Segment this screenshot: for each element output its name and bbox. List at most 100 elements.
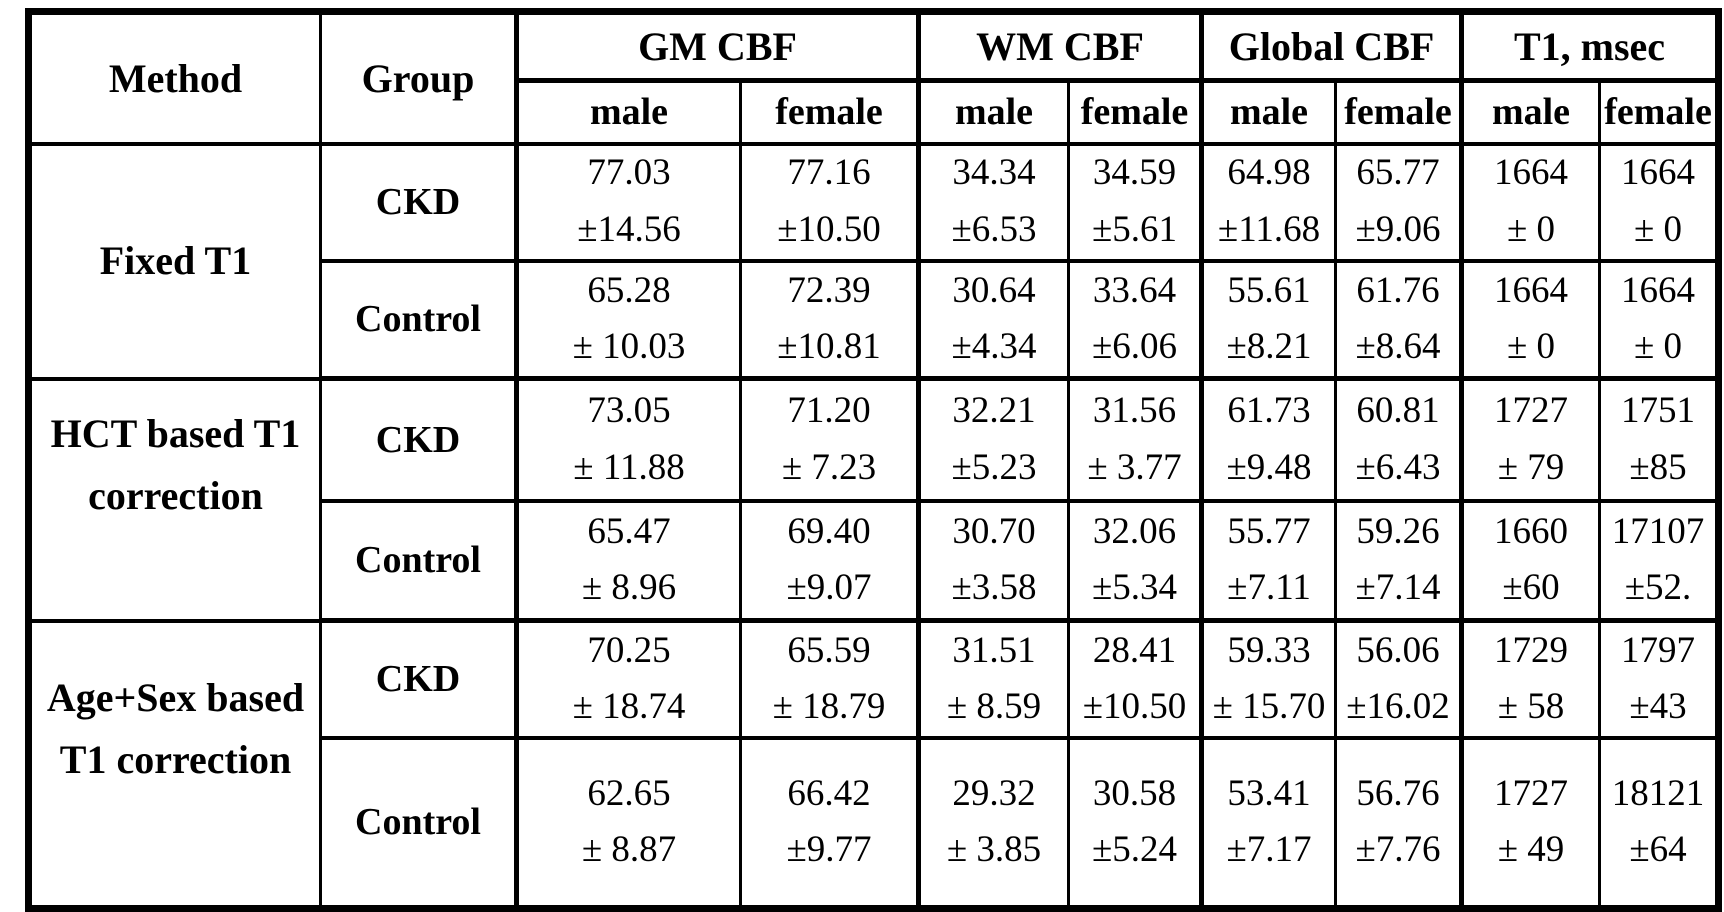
mean-value: 55.61 [1227, 269, 1311, 311]
data-cell: 1664 ± 0 [1460, 141, 1602, 263]
sd-value: ± 0 [1506, 326, 1556, 368]
sd-value: ±6.06 [1091, 326, 1178, 368]
mean-value: 77.16 [787, 152, 871, 194]
subheader-gm-male: male [515, 78, 742, 146]
data-cell: 17107 ±52. [1598, 498, 1721, 623]
mean-value: 77.03 [587, 152, 671, 194]
mean-value: 1660 [1494, 510, 1569, 552]
data-cell: 30.70 ±3.58 [917, 498, 1070, 623]
data-cell: 18121 ±64 [1598, 735, 1721, 911]
data-cell: 1664 ± 0 [1598, 258, 1721, 381]
mean-value: 1729 [1494, 629, 1569, 671]
mean-value: 1664 [1621, 269, 1696, 311]
sd-value: ±43 [1629, 686, 1687, 728]
sd-value: ± 18.79 [772, 686, 886, 728]
method-cell: Fixed T1 [27, 141, 322, 381]
header-wm-cbf: WM CBF [916, 9, 1205, 83]
subheader-gm-female: female [739, 78, 921, 146]
mean-value: 1797 [1621, 629, 1696, 671]
mean-value: 28.41 [1092, 629, 1177, 671]
sd-value: ±11.68 [1217, 209, 1321, 250]
data-cell: 59.26 ±7.14 [1334, 498, 1465, 623]
data-cell: 69.40 ±9.07 [739, 498, 921, 623]
mean-value: 32.06 [1092, 510, 1177, 552]
sd-value: ±9.07 [786, 567, 872, 609]
sd-value: ± 3.77 [1087, 446, 1182, 488]
header-gm-cbf: GM CBF [515, 9, 921, 83]
data-cell: 61.76 ±8.64 [1334, 258, 1465, 381]
sd-value: ± 10.03 [572, 326, 686, 368]
sd-value: ±4.34 [951, 326, 1037, 368]
method-cell: HCT based T1 correction [27, 376, 322, 623]
mean-value: 31.56 [1092, 390, 1177, 432]
sd-value: ±64 [1629, 829, 1687, 871]
header-global-cbf: Global CBF [1200, 9, 1465, 83]
mean-value: 69.40 [787, 510, 871, 552]
mean-value: 61.73 [1227, 390, 1311, 432]
mean-value: 29.32 [952, 772, 1036, 814]
sd-value: ±5.23 [951, 446, 1037, 488]
sd-value: ±8.64 [1355, 326, 1441, 368]
mean-value: 31.51 [952, 629, 1036, 671]
data-cell: 1664 ± 0 [1460, 258, 1602, 381]
mean-value: 72.39 [787, 269, 871, 311]
mean-value: 33.64 [1092, 269, 1177, 311]
data-cell: 30.64 ±4.34 [917, 258, 1070, 381]
sd-value: ± 8.87 [581, 829, 677, 871]
row-hct-ckd: HCT based T1 correction CKD 73.05 ± 11.88… [27, 376, 1721, 623]
data-cell: 65.77 ±9.06 [1334, 141, 1465, 263]
mean-value: 65.77 [1356, 152, 1440, 194]
group-cell: Control [319, 735, 519, 911]
data-cell: 28.41 ±10.50 [1066, 618, 1205, 740]
data-cell: 1660 ±60 [1460, 498, 1602, 623]
mean-value: 34.59 [1092, 152, 1177, 194]
sd-value: ±9.48 [1226, 446, 1312, 488]
sd-value: ± 79 [1497, 446, 1565, 488]
sd-value: ±9.77 [786, 829, 872, 871]
sd-value: ± 3.85 [946, 829, 1042, 871]
cbf-t1-results-table: Method Group GM CBF WM CBF Global CBF T1… [25, 8, 1723, 912]
data-cell: 71.20 ± 7.23 [739, 376, 921, 503]
header-method: Method [27, 9, 322, 146]
mean-value: 73.05 [587, 390, 671, 432]
data-cell: 55.77 ±7.11 [1200, 498, 1338, 623]
sd-value: ±7.11 [1227, 567, 1311, 609]
sd-value: ±16.02 [1346, 686, 1450, 728]
subheader-wm-female: female [1066, 78, 1205, 146]
row-fixed-t1-control: Control 65.28 ± 10.03 72.39 ±10.81 30.64 ±4… [29, 258, 1721, 381]
mean-value: 17107 [1611, 510, 1705, 552]
data-cell: 77.16 ±10.50 [739, 141, 921, 263]
sd-value: ± 0 [1633, 326, 1683, 368]
data-cell: 62.65 ± 8.87 [515, 735, 742, 911]
sd-value: ±6.53 [951, 209, 1037, 250]
sd-value: ± 15.70 [1212, 686, 1326, 728]
mean-value: 1664 [1494, 269, 1569, 311]
sd-value: ±5.34 [1091, 567, 1178, 609]
sd-value: ±60 [1502, 567, 1560, 609]
mean-value: 55.77 [1227, 510, 1311, 552]
data-cell: 53.41 ±7.17 [1200, 735, 1338, 911]
data-cell: 56.06 ±16.02 [1334, 618, 1465, 740]
sd-value: ±5.24 [1091, 829, 1178, 871]
data-cell: 33.64 ±6.06 [1066, 258, 1205, 381]
data-cell: 1729 ± 58 [1460, 618, 1602, 740]
method-cell: Age+Sex based T1 correction [27, 618, 322, 911]
mean-value: 59.26 [1356, 510, 1440, 552]
data-cell: 34.59 ±5.61 [1066, 141, 1205, 263]
data-cell: 34.34 ±6.53 [917, 141, 1070, 263]
data-cell: 1727 ± 49 [1460, 735, 1602, 911]
sd-value: ±5.61 [1091, 209, 1178, 250]
mean-value: 62.65 [587, 772, 671, 814]
subheader-wm-male: male [917, 78, 1070, 146]
data-cell: 59.33 ± 15.70 [1200, 618, 1338, 740]
sd-value: ± 11.88 [573, 446, 685, 488]
mean-value: 59.33 [1227, 629, 1311, 671]
header-group: Group [319, 9, 519, 146]
data-cell: 61.73 ±9.48 [1200, 376, 1338, 503]
data-cell: 31.51 ± 8.59 [917, 618, 1070, 740]
sd-value: ± 0 [1633, 209, 1683, 250]
sd-value: ± 7.23 [781, 446, 877, 488]
data-cell: 77.03 ±14.56 [515, 141, 742, 263]
mean-value: 65.59 [787, 629, 871, 671]
